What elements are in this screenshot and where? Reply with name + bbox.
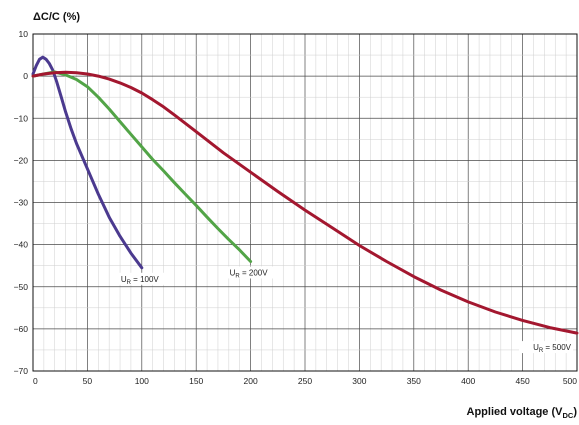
x-tick-label: 400 <box>461 376 475 386</box>
series-line-2 <box>31 70 253 263</box>
x-tick-label: 300 <box>352 376 366 386</box>
plot-frame <box>32 33 578 372</box>
series-label-3: UR = 500V <box>533 343 572 354</box>
series-labels: UR = 100V UR = 200V UR = 500V <box>112 266 573 354</box>
y-tick-label: 10 <box>19 29 29 39</box>
x-tick-label: 100 <box>135 376 149 386</box>
x-tick-label: 500 <box>563 376 577 386</box>
series-label-bg <box>519 341 573 354</box>
x-tick-label: 150 <box>189 376 203 386</box>
series-line-1 <box>31 55 144 270</box>
x-tick-labels: 0 50 100 150 200 250 300 350 400 450 500 <box>33 376 577 386</box>
x-tick-label: 250 <box>298 376 312 386</box>
y-tick-label: −10 <box>14 113 29 123</box>
y-tick-label: −30 <box>14 198 29 208</box>
series-label-bg <box>221 266 276 279</box>
series-line-3 <box>31 70 579 335</box>
y-tick-label: −50 <box>14 282 29 292</box>
y-tick-label: −40 <box>14 240 29 250</box>
x-tick-label: 0 <box>33 376 38 386</box>
x-tick-label: 50 <box>83 376 93 386</box>
y-axis-title: ΔC/C (%) <box>33 11 80 23</box>
series-label-1: UR = 100V <box>121 275 160 286</box>
grid <box>33 34 577 371</box>
y-tick-label: −20 <box>14 155 29 165</box>
y-tick-label: −70 <box>14 366 29 376</box>
series-label-2: UR = 200V <box>230 268 269 279</box>
x-tick-label: 350 <box>407 376 421 386</box>
y-tick-labels: 10 0 −10 −20 −30 −40 −50 −60 −70 <box>14 29 29 376</box>
series-label-bg <box>112 272 167 285</box>
x-axis-title: Applied voltage (VDC) <box>467 406 578 420</box>
x-tick-label: 200 <box>244 376 258 386</box>
x-tick-label: 450 <box>516 376 530 386</box>
y-tick-label: −60 <box>14 324 29 334</box>
series-lines <box>31 55 579 335</box>
y-tick-label: 0 <box>23 71 28 81</box>
